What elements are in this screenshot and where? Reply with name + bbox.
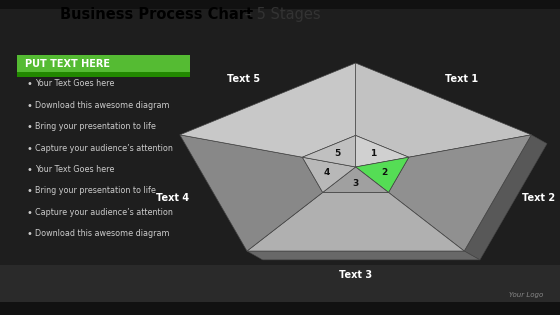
Text: Text 2: Text 2 xyxy=(522,193,555,203)
Text: Text 3: Text 3 xyxy=(339,270,372,280)
Text: Text 5: Text 5 xyxy=(227,74,260,83)
Polygon shape xyxy=(247,192,464,251)
Text: 1: 1 xyxy=(370,149,376,158)
Text: Business Process Chart: Business Process Chart xyxy=(60,7,253,22)
Text: •: • xyxy=(27,208,32,218)
Text: 2: 2 xyxy=(381,168,388,177)
FancyBboxPatch shape xyxy=(0,265,560,302)
Text: 3: 3 xyxy=(352,180,359,188)
Text: •: • xyxy=(27,122,32,132)
Text: •: • xyxy=(27,186,32,197)
Polygon shape xyxy=(302,135,356,167)
Polygon shape xyxy=(389,157,424,201)
Polygon shape xyxy=(247,251,480,260)
Text: Bring your presentation to life: Bring your presentation to life xyxy=(35,186,156,196)
Text: Text 1: Text 1 xyxy=(445,74,478,83)
Polygon shape xyxy=(180,63,356,157)
Text: Download this awesome diagram: Download this awesome diagram xyxy=(35,229,169,238)
Text: •: • xyxy=(27,229,32,239)
Text: Download this awesome diagram: Download this awesome diagram xyxy=(35,101,169,110)
FancyBboxPatch shape xyxy=(17,72,190,77)
FancyBboxPatch shape xyxy=(17,55,190,72)
Polygon shape xyxy=(356,63,531,157)
Polygon shape xyxy=(302,157,356,192)
Polygon shape xyxy=(180,135,323,251)
Polygon shape xyxy=(356,157,424,176)
Text: Capture your audience’s attention: Capture your audience’s attention xyxy=(35,208,172,217)
Text: Your Text Goes here: Your Text Goes here xyxy=(35,165,114,174)
Polygon shape xyxy=(389,135,531,251)
Polygon shape xyxy=(464,135,547,260)
Text: PUT TEXT HERE: PUT TEXT HERE xyxy=(25,59,110,69)
Text: 5: 5 xyxy=(335,149,341,158)
Text: Text 4: Text 4 xyxy=(156,193,189,203)
Text: – 5 Stages: – 5 Stages xyxy=(240,7,320,22)
FancyBboxPatch shape xyxy=(0,9,560,302)
Polygon shape xyxy=(323,192,404,201)
Text: Your Logo: Your Logo xyxy=(509,292,543,298)
Polygon shape xyxy=(356,135,409,167)
Text: •: • xyxy=(27,79,32,89)
Text: 4: 4 xyxy=(324,168,330,177)
Text: •: • xyxy=(27,165,32,175)
Text: •: • xyxy=(27,101,32,111)
Polygon shape xyxy=(323,167,389,192)
Text: Bring your presentation to life: Bring your presentation to life xyxy=(35,122,156,131)
Text: Capture your audience’s attention: Capture your audience’s attention xyxy=(35,144,172,153)
Text: Your Text Goes here: Your Text Goes here xyxy=(35,79,114,89)
Text: •: • xyxy=(27,144,32,154)
Polygon shape xyxy=(356,157,409,192)
